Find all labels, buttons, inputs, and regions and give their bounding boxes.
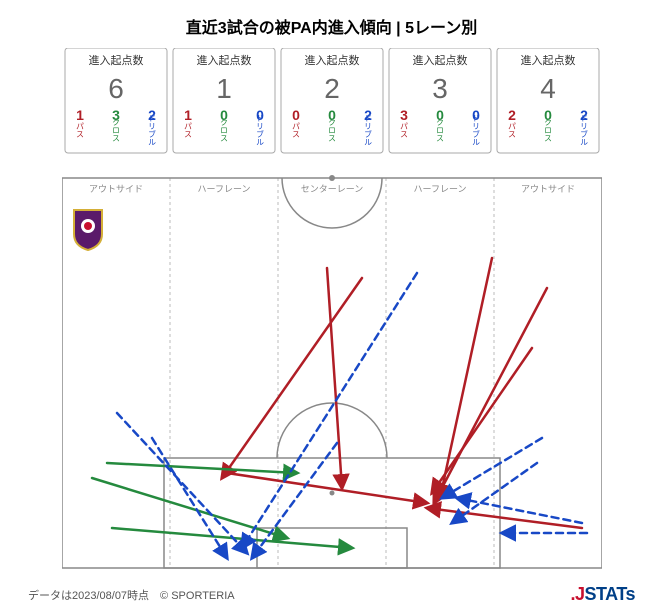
svg-text:ハーフレーン: ハーフレーン [197,184,250,194]
svg-text:0: 0 [292,107,300,123]
svg-text:クロス: クロス [543,118,552,142]
svg-text:パス: パス [75,122,84,138]
jstats-logo-j: .J [570,584,584,604]
svg-text:クロス: クロス [219,118,228,142]
svg-text:クロス: クロス [435,118,444,142]
svg-text:進入起点数: 進入起点数 [88,54,143,67]
root-container: 直近3試合の被PA内進入傾向 | 5レーン別 進入起点数61パス3クロス2ドリブ… [0,0,663,611]
svg-text:パス: パス [507,122,516,138]
svg-text:3: 3 [400,107,408,123]
svg-text:ドリブル: ドリブル [471,114,480,146]
svg-text:クロス: クロス [327,118,336,142]
svg-text:進入起点数: 進入起点数 [412,54,467,67]
svg-text:パス: パス [291,122,300,138]
svg-text:2: 2 [508,107,516,123]
chart-area: 進入起点数61パス3クロス2ドリブル進入起点数11パス0クロス0ドリブル進入起点… [62,48,602,568]
footer-text: データは2023/08/07時点 © SPORTERIA [28,587,235,603]
chart-title: 直近3試合の被PA内進入傾向 | 5レーン別 [12,8,651,48]
jstats-logo-text: STATs [585,584,636,604]
svg-text:クロス: クロス [111,118,120,142]
svg-text:ハーフレーン: ハーフレーン [413,184,466,194]
svg-text:3: 3 [432,73,448,104]
svg-text:アウトサイド: アウトサイド [520,184,574,194]
svg-text:進入起点数: 進入起点数 [304,54,359,67]
svg-text:パス: パス [399,122,408,138]
svg-text:ドリブル: ドリブル [579,114,588,146]
svg-text:センターレーン: センターレーン [300,184,363,194]
svg-text:進入起点数: 進入起点数 [196,54,251,67]
jstats-logo: .JSTATs [570,584,635,605]
svg-text:ドリブル: ドリブル [363,114,372,146]
svg-text:進入起点数: 進入起点数 [520,54,575,67]
svg-text:ドリブル: ドリブル [147,114,156,146]
footer: データは2023/08/07時点 © SPORTERIA .JSTATs [0,584,663,605]
svg-text:4: 4 [540,73,556,104]
svg-text:1: 1 [184,107,192,123]
svg-text:パス: パス [183,122,192,138]
svg-text:2: 2 [324,73,340,104]
svg-text:ドリブル: ドリブル [255,114,264,146]
svg-text:アウトサイド: アウトサイド [88,184,142,194]
chart-svg: 進入起点数61パス3クロス2ドリブル進入起点数11パス0クロス0ドリブル進入起点… [62,48,602,578]
svg-text:1: 1 [76,107,84,123]
svg-text:1: 1 [216,73,232,104]
svg-text:6: 6 [108,73,124,104]
